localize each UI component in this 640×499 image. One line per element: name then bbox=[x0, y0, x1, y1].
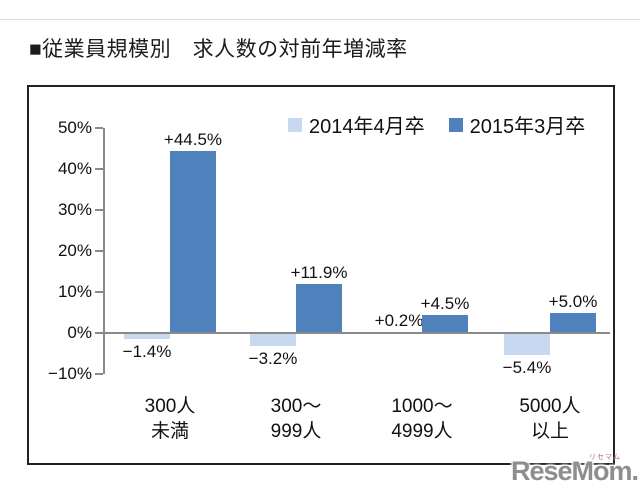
x-category-label: 5000人 以上 bbox=[519, 396, 581, 442]
zero-baseline bbox=[103, 332, 610, 334]
x-category-label: 300〜 999人 bbox=[270, 396, 322, 442]
chart-frame bbox=[27, 85, 615, 465]
bar-value-label: +0.2% bbox=[374, 311, 424, 330]
watermark-ruby-text: リセマム bbox=[589, 454, 621, 461]
y-axis-tick-mark bbox=[95, 250, 103, 252]
x-category-label: 300人 未満 bbox=[144, 396, 196, 442]
bar-value-label: −3.2% bbox=[248, 349, 298, 369]
y-axis-tick-label: 40% bbox=[57, 159, 92, 178]
bar-series-2015 bbox=[422, 314, 468, 333]
legend-item-2014: 2014年4月卒 bbox=[288, 110, 425, 139]
bar-value-label: −5.4% bbox=[502, 358, 552, 378]
bar-value-label: +44.5% bbox=[163, 129, 223, 149]
bar-series-2014 bbox=[124, 333, 170, 339]
y-axis-tick-label: 50% bbox=[57, 118, 92, 137]
bar-value-label: +5.0% bbox=[548, 291, 598, 311]
y-axis-line bbox=[103, 128, 105, 374]
bar-series-2015 bbox=[296, 284, 342, 333]
bar-series-2015 bbox=[550, 312, 596, 333]
y-axis-tick-mark bbox=[95, 127, 103, 129]
legend-item-2015: 2015年3月卒 bbox=[448, 110, 586, 139]
legend-label: 2015年3月卒 bbox=[469, 116, 586, 138]
bar-value-label: −1.4% bbox=[122, 341, 172, 361]
y-axis-tick-label: 10% bbox=[57, 282, 92, 301]
watermark-text: ReseMom. bbox=[510, 456, 639, 486]
y-axis-tick-label: −10% bbox=[48, 364, 92, 383]
y-axis-tick-mark bbox=[95, 332, 103, 334]
bar-series-2014 bbox=[504, 333, 550, 356]
y-axis-tick-mark bbox=[95, 291, 103, 293]
legend-swatch-icon bbox=[448, 117, 463, 132]
watermark-logo: リセマム ReseMom. bbox=[488, 452, 639, 494]
legend-label: 2014年4月卒 bbox=[309, 116, 425, 138]
x-category-label: 1000〜 4999人 bbox=[391, 396, 453, 442]
bar-value-label: +4.5% bbox=[420, 293, 470, 313]
bar-series-2015 bbox=[170, 150, 216, 333]
page-title: ■従業員規模別 求人数の対前年増減率 bbox=[29, 38, 408, 61]
y-axis-tick-label: 30% bbox=[57, 200, 92, 219]
bar-series-2014 bbox=[250, 333, 296, 347]
y-axis-tick-label: 20% bbox=[57, 241, 92, 260]
y-axis-tick-mark bbox=[95, 373, 103, 375]
decorative-top-line bbox=[0, 19, 640, 20]
chart-legend: 2014年4月卒 2015年3月卒 bbox=[288, 110, 585, 139]
legend-swatch-icon bbox=[288, 117, 302, 132]
y-axis-tick-mark bbox=[95, 168, 103, 170]
y-axis-tick-label: 0% bbox=[67, 323, 92, 342]
y-axis-tick-mark bbox=[95, 209, 103, 211]
bar-value-label: +11.9% bbox=[290, 263, 348, 283]
